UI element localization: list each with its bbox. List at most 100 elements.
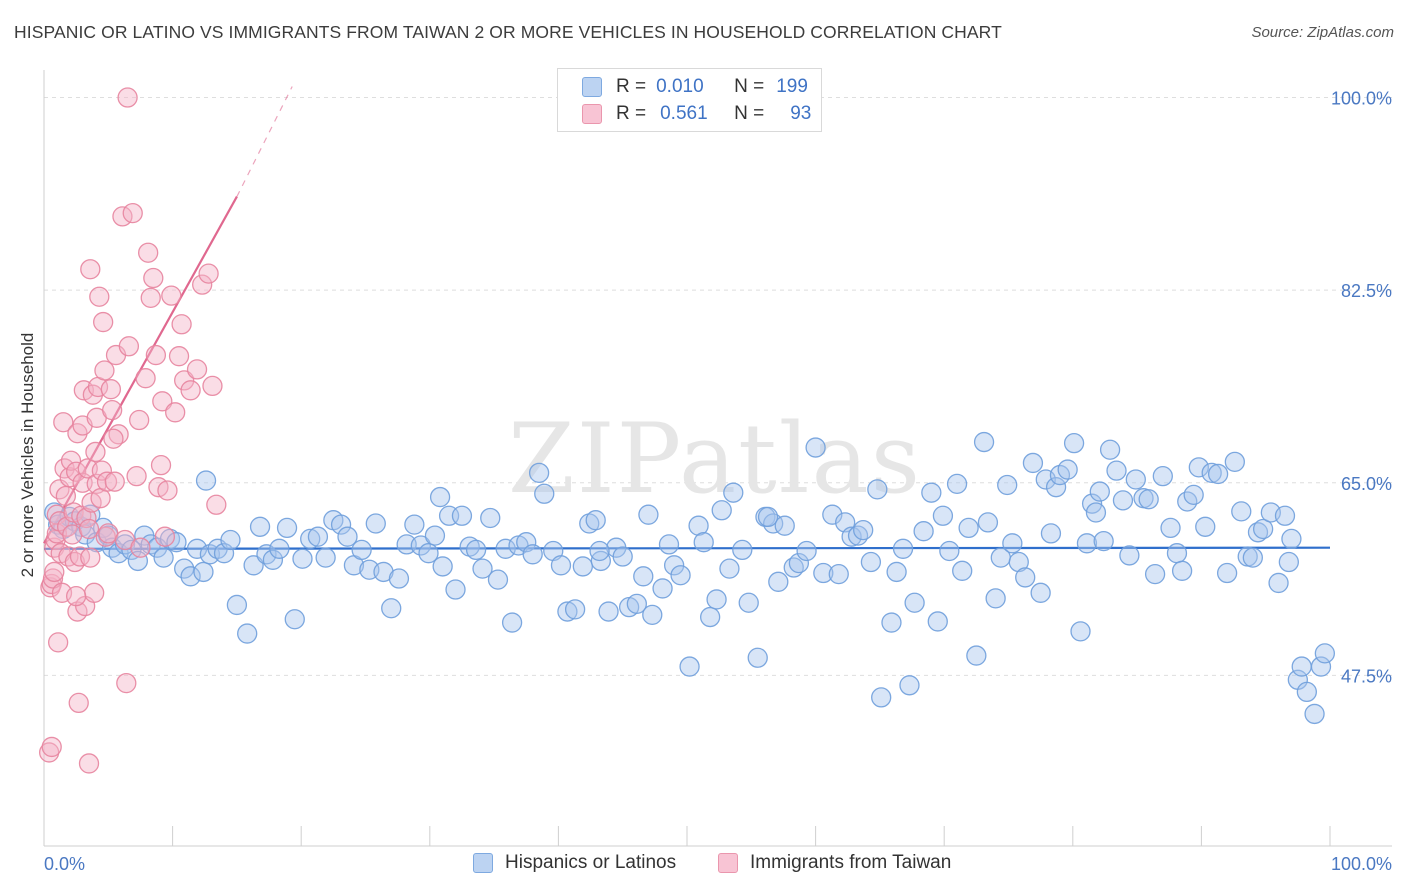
point-hispanic [180,566,201,587]
legend-label: Immigrants from Taiwan [750,852,952,873]
r-value: 0.010 [656,76,704,97]
point-taiwan [171,314,192,335]
point-hispanic [127,550,149,572]
point-hispanic [1022,452,1044,474]
legend-swatch-pink [718,853,738,873]
point-taiwan [192,274,213,295]
legend-item-taiwan[interactable]: Immigrants from Taiwan [718,852,951,874]
point-hispanic [966,645,987,666]
point-hispanic [284,609,305,630]
point-hispanic [550,555,572,576]
point-hispanic [1183,484,1204,506]
point-taiwan [116,672,137,694]
point-hispanic [269,538,290,559]
point-hispanic [652,578,673,599]
point-taiwan [145,344,167,366]
point-hispanic [693,532,714,553]
point-taiwan [66,461,87,482]
point-hispanic [719,558,740,579]
point-hispanic [1063,432,1085,454]
point-taiwan [135,368,156,389]
point-hispanic [501,612,523,633]
point-hispanic [1195,516,1216,537]
point-taiwan [206,494,227,515]
point-hispanic [528,462,550,484]
point-hispanic [828,563,849,585]
n-value: 199 [776,76,808,97]
point-hispanic [633,566,654,587]
point-hispanic [418,543,439,564]
point-taiwan [80,259,101,280]
point-hispanic [932,505,954,526]
point-taiwan [100,379,122,400]
watermark: ZIPatlas [508,403,922,515]
point-hispanic [927,611,948,632]
point-hispanic [404,514,425,535]
point-hispanic [193,561,214,583]
point-hispanic [153,547,174,568]
point-hispanic [1314,643,1336,664]
point-hispanic [788,552,810,574]
r-label: R = [616,103,647,124]
point-hispanic [256,544,277,565]
stats-legend: R = 0.010 N = 199 R = 0.561 N = 93 [557,68,822,132]
point-hispanic [913,521,934,542]
point-hispanic [1274,505,1296,526]
point-hispanic [1089,481,1110,502]
point-hispanic [445,579,466,600]
legend-item-hispanic[interactable]: Hispanics or Latinos [473,852,676,874]
x-tick-label: 100.0% [1331,854,1392,874]
point-taiwan [96,471,118,492]
point-hispanic [1119,545,1140,566]
point-hispanic [679,656,700,677]
point-hispanic [1242,547,1263,568]
point-hispanic [292,548,313,569]
point-hispanic [315,547,336,568]
point-hispanic [747,647,768,668]
point-taiwan [102,399,123,421]
point-hispanic [365,513,386,534]
point-taiwan [46,523,68,544]
legend-swatch-blue [473,853,493,873]
point-hispanic [487,569,509,590]
point-hispanic [881,612,902,633]
point-hispanic [424,525,446,546]
point-taiwan [140,287,161,308]
point-hispanic [495,538,516,559]
point-hispanic [1231,501,1252,522]
point-hispanic [1216,562,1238,584]
point-hispanic [1281,528,1302,550]
point-hispanic [732,539,753,561]
point-hispanic [522,544,543,565]
point-hispanic [564,599,586,620]
point-hispanic [1099,439,1121,460]
point-taiwan [59,467,80,488]
point-hispanic [757,506,779,528]
point-taiwan [44,561,65,583]
legend-swatch-pink [582,104,602,124]
point-hispanic [1045,477,1067,498]
point-hispanic [688,515,709,536]
point-hispanic [534,483,555,504]
point-taiwan [202,375,223,397]
point-taiwan [53,412,74,433]
point-hispanic [841,526,862,547]
grid-lines [44,97,1392,676]
point-hispanic [1076,533,1098,554]
data-points [38,87,1336,774]
point-taiwan [89,286,110,307]
point-hispanic [1125,469,1146,490]
point-taiwan [66,585,87,607]
series-legend: Hispanics or Latinos Immigrants from Tai… [0,852,1406,878]
point-taiwan [103,428,124,449]
point-taiwan [152,391,173,412]
point-hispanic [822,504,843,525]
x-tick-label: 0.0% [44,854,85,874]
point-hispanic [1057,459,1078,480]
point-taiwan [143,267,164,289]
point-hispanic [226,594,248,616]
point-hispanic [871,687,892,708]
point-taiwan [42,568,64,589]
point-hispanic [1268,572,1289,594]
point-hispanic [1304,703,1325,725]
